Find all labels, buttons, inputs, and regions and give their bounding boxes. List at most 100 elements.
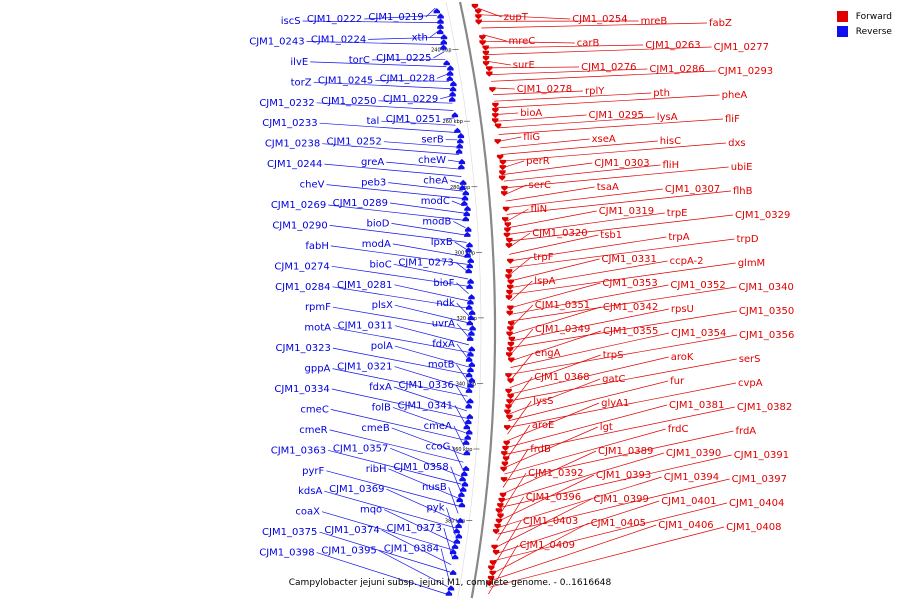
gene-label: rplY xyxy=(585,86,605,97)
gene-feature xyxy=(437,13,444,19)
gene-feature xyxy=(475,19,482,25)
gene-label: CJM1_0342 xyxy=(603,302,658,313)
leader-line xyxy=(440,95,452,100)
gene-feature xyxy=(467,366,474,373)
leader-line xyxy=(506,404,668,448)
leader-line xyxy=(502,448,529,488)
leader-line xyxy=(495,498,592,548)
gene-feature xyxy=(440,44,447,50)
gene-label: pyk xyxy=(426,503,444,514)
gene-labels: zupT CJM1_0254 mreB fabZ mreC carB CJM1_0263 CJ… xyxy=(249,12,794,559)
leader-line xyxy=(492,520,522,568)
forward-swatch xyxy=(836,11,848,22)
map-caption: Campylobacter jejuni subsp. jejuni M1, c… xyxy=(288,578,612,588)
leader-line xyxy=(456,282,469,294)
leader-line xyxy=(319,531,451,573)
leader-line xyxy=(394,284,469,302)
gene-label: mreB xyxy=(641,16,668,27)
leader-line xyxy=(368,36,442,40)
gene-feature xyxy=(507,258,514,264)
leader-line xyxy=(510,310,737,348)
gene-label: CJM1_0303 xyxy=(594,158,649,169)
gene-feature xyxy=(508,357,515,363)
gene-feature xyxy=(486,66,493,72)
leader-line xyxy=(452,446,464,470)
leader-line xyxy=(488,66,580,69)
leader-line xyxy=(454,405,467,426)
leader-line xyxy=(510,330,602,362)
leader-line xyxy=(446,507,456,536)
gene-label: hisC xyxy=(660,136,681,147)
gene-label: CJM1_0284 xyxy=(275,282,330,293)
gene-feature xyxy=(450,80,457,87)
gene-label: CJM1_0403 xyxy=(523,516,578,527)
leader-line xyxy=(332,347,469,375)
gene-label: serS xyxy=(739,354,761,365)
gene-feature xyxy=(465,268,472,274)
gene-label: fur xyxy=(670,376,685,387)
leader-line xyxy=(491,87,515,90)
gene-label: zupT xyxy=(504,12,529,23)
gene-label: CJM1_0375 xyxy=(262,527,317,538)
leader-line xyxy=(509,354,601,388)
scale-tick-label: 300 kbp xyxy=(455,250,475,256)
leader-line xyxy=(496,496,524,541)
leader-line xyxy=(324,490,457,529)
gene-label: CJM1_0311 xyxy=(338,321,393,332)
leader-line xyxy=(443,117,455,120)
gene-label: fliH xyxy=(663,160,680,171)
gene-feature xyxy=(506,347,514,353)
gene-feature xyxy=(447,585,455,591)
gene-feature xyxy=(458,158,466,165)
gene-label: glmM xyxy=(738,258,766,269)
gene-feature xyxy=(454,127,461,133)
gene-label: glyA1 xyxy=(601,398,629,409)
gene-feature xyxy=(464,205,471,211)
leader-line xyxy=(436,73,448,79)
gene-feature xyxy=(500,477,508,483)
leader-line xyxy=(306,41,443,45)
leader-line xyxy=(506,402,600,442)
leader-line xyxy=(510,282,601,309)
gene-feature xyxy=(443,60,450,66)
gene-label: CJM1_0354 xyxy=(671,328,726,339)
gene-label: nusB xyxy=(422,482,447,493)
gene-label: CJM1_0368 xyxy=(534,372,589,383)
leader-line xyxy=(493,502,728,562)
gene-label: carB xyxy=(577,38,600,49)
gene-label: fdxA xyxy=(369,382,392,393)
leader-line xyxy=(388,468,460,500)
leader-line xyxy=(510,304,534,328)
reverse-swatch xyxy=(836,26,848,37)
gene-label: trpF xyxy=(533,252,553,263)
gene-feature xyxy=(471,3,479,10)
gene-feature xyxy=(501,451,508,457)
gene-feature xyxy=(459,184,466,191)
gene-label: fabZ xyxy=(709,18,732,29)
leader-line xyxy=(481,22,708,29)
gene-feature xyxy=(503,232,511,238)
leader-line xyxy=(495,112,519,115)
gene-feature xyxy=(499,170,506,176)
leader-line xyxy=(508,378,601,415)
gene-feature xyxy=(446,70,454,76)
gene-feature xyxy=(466,304,473,310)
gene-feature xyxy=(486,581,493,587)
gene-label: pth xyxy=(653,88,670,99)
leader-line xyxy=(378,100,453,104)
gene-feature xyxy=(495,508,503,514)
gene-feature xyxy=(492,107,499,114)
leader-line xyxy=(505,406,735,455)
gene-feature xyxy=(449,86,457,92)
gene-feature xyxy=(451,554,459,560)
leader-line xyxy=(393,263,469,280)
gene-label: flhB xyxy=(733,186,753,197)
gene-label: tsb1 xyxy=(600,230,622,241)
gene-label: CJM1_0401 xyxy=(661,496,716,507)
gene-label: uvrA xyxy=(432,319,455,330)
gene-label: plsX xyxy=(372,300,393,311)
gene-feature xyxy=(506,352,513,358)
gene-label: serC xyxy=(529,180,551,191)
legend-reverse-label: Reverse xyxy=(855,26,892,37)
leader-line xyxy=(510,280,533,302)
